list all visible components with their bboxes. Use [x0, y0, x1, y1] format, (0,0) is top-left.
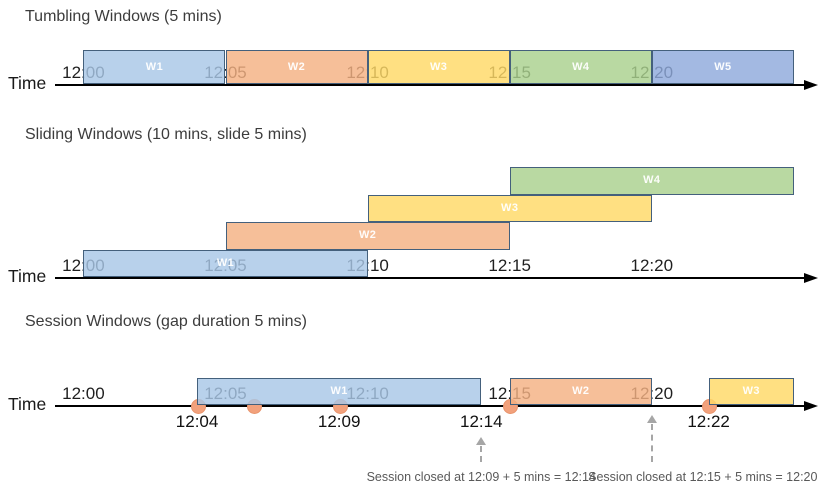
window-box-session-w1: W1: [197, 378, 482, 405]
annotation-dashed-line-0: [480, 446, 483, 462]
window-box-tumbling-w2: W2: [225, 50, 368, 84]
window-label-tumbling-w2: W2: [287, 61, 306, 73]
window-box-sliding-w3: W3: [367, 194, 652, 222]
event-time-label-0: 12:04: [175, 412, 219, 431]
window-label-session-w3: W3: [742, 385, 760, 397]
window-label-tumbling-w5: W5: [714, 61, 732, 73]
session-close-time-label-0: 12:14: [459, 412, 503, 431]
time-axis-line-sliding: [55, 277, 806, 279]
window-box-sliding-w1: W1: [83, 249, 368, 277]
section-title-session: Session Windows (gap duration 5 mins): [25, 313, 307, 330]
window-label-tumbling-w3: W3: [429, 61, 448, 73]
event-time-label-2: 12:09: [317, 412, 361, 431]
window-box-session-w2: W2: [509, 378, 652, 405]
window-box-sliding-w4: W4: [509, 167, 794, 195]
window-label-session-w1: W1: [330, 385, 348, 397]
session-closed-annotation-1: Session closed at 12:15 + 5 mins = 12:20: [588, 470, 818, 484]
section-title-sliding: Sliding Windows (10 mins, slide 5 mins): [25, 126, 307, 143]
window-box-sliding-w2: W2: [225, 222, 510, 250]
time-axis-caption-sliding: Time: [8, 266, 47, 286]
window-label-tumbling-w1: W1: [145, 61, 164, 73]
window-box-tumbling-w4: W4: [509, 50, 652, 84]
axis-arrow-icon-sliding: [804, 273, 818, 283]
time-axis-line-tumbling: [55, 84, 806, 86]
arrow-up-icon-annotation-1: [646, 415, 657, 423]
axis-tick-label-session-0: 12:00: [62, 384, 105, 403]
window-label-tumbling-w4: W4: [572, 61, 590, 73]
window-box-session-w3: W3: [708, 378, 794, 405]
section-title-tumbling: Tumbling Windows (5 mins): [25, 8, 222, 25]
arrow-up-icon-annotation-0: [476, 437, 487, 445]
window-label-sliding-w4: W4: [643, 174, 661, 186]
window-label-sliding-w1: W1: [216, 256, 235, 269]
window-box-tumbling-w3: W3: [367, 50, 510, 84]
window-box-tumbling-w5: W5: [651, 50, 794, 84]
window-label-sliding-w3: W3: [501, 201, 519, 214]
window-box-tumbling-w1: W1: [83, 50, 226, 84]
time-axis-caption-tumbling: Time: [8, 73, 47, 93]
window-label-sliding-w2: W2: [358, 229, 377, 241]
time-axis-line-session: [55, 405, 806, 407]
time-axis-caption-session: Time: [8, 394, 47, 414]
axis-arrow-icon-tumbling: [804, 80, 818, 90]
event-time-label-4: 12:22: [687, 412, 730, 431]
axis-tick-label-sliding-3: 12:15: [488, 256, 531, 275]
axis-arrow-icon-session: [804, 401, 818, 411]
axis-tick-label-sliding-4: 12:20: [630, 256, 674, 275]
annotation-dashed-line-1: [650, 424, 653, 462]
session-closed-annotation-0: Session closed at 12:09 + 5 mins = 12:14: [366, 470, 596, 484]
window-label-session-w2: W2: [572, 385, 590, 397]
